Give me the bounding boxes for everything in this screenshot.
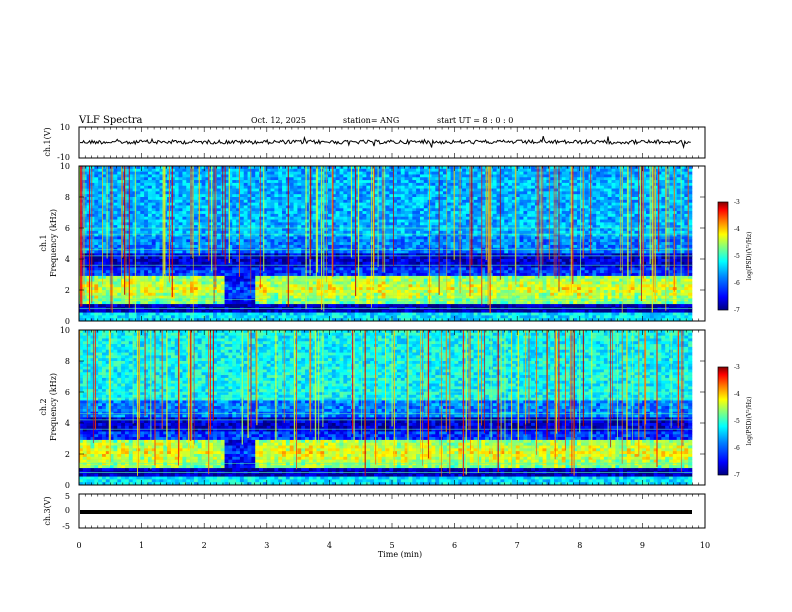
ytick-label: 2: [65, 450, 70, 459]
ytick-label: 0: [65, 317, 70, 326]
xtick-label: 5: [389, 541, 394, 550]
xtick-label: 9: [640, 541, 645, 550]
ytick-label: 6: [65, 224, 70, 233]
ch2-colorbar: -3 -4 -5 -6 -7 log(PSD)(V²/Hz): [717, 364, 753, 479]
figure-title: VLF Spectra: [78, 115, 143, 126]
ch1-waveform-line: [79, 135, 691, 150]
x-axis-label: Time (min): [378, 550, 422, 559]
ch1-waveform-panel: 10 -10 ch.1(V): [43, 123, 706, 162]
ch2-spectrogram-image: [79, 330, 693, 486]
ch3-ytick-mid: 0: [65, 506, 70, 515]
colorbar-tick-label: -6: [734, 445, 740, 452]
xtick-label: 3: [264, 541, 269, 550]
ch3-waveform-panel: 5 0 -5 ch.3(V): [43, 492, 706, 531]
ytick-label: 8: [65, 357, 70, 366]
ch1-spec-ylabel-frequency: Frequency (kHz): [49, 209, 58, 277]
ch3-ylabel: ch.3(V): [43, 496, 52, 525]
ytick-label: 10: [60, 326, 70, 335]
ch1-ytick-top: 10: [60, 123, 70, 132]
ch1-spec-ylabel-channel: ch.1: [39, 234, 48, 251]
ytick-label: 4: [65, 255, 70, 264]
colorbar-tick-label: -4: [734, 226, 740, 233]
colorbar-tick-label: -3: [734, 199, 740, 206]
xtick-label: 8: [577, 541, 582, 550]
colorbar-tick-label: -7: [734, 472, 740, 479]
colorbar-tick-label: -5: [734, 418, 740, 425]
ch1-ytick-bottom: -10: [57, 153, 70, 162]
colorbar-tick-label: -3: [734, 364, 740, 371]
xtick-label: 7: [515, 541, 520, 550]
ytick-label: 8: [65, 193, 70, 202]
ytick-label: 0: [65, 481, 70, 490]
xtick-label: 1: [139, 541, 144, 550]
xtick-label: 2: [202, 541, 207, 550]
date-label: Oct. 12, 2025: [251, 116, 306, 125]
xtick-label: 10: [700, 541, 710, 550]
ytick-label: 10: [60, 162, 70, 171]
ch1-colorbar-label: log(PSD)(V²/Hz): [746, 232, 753, 281]
ch2-spec-ylabel-channel: ch.2: [39, 398, 48, 415]
ch2-colorbar-label: log(PSD)(V²/Hz): [746, 397, 753, 446]
colorbar-tick-label: -4: [734, 391, 740, 398]
colorbar-tick-label: -7: [734, 307, 740, 314]
ch1-colorbar: -3 -4 -5 -6 -7 log(PSD)(V²/Hz): [717, 199, 753, 314]
ch1-ylabel: ch.1(V): [43, 127, 52, 156]
ch1-spectrogram-image: [78, 166, 693, 322]
ch1-spectrogram-panel: 0 2 4 6 8 10 ch.1 Frequency (kHz): [39, 162, 706, 326]
ytick-label: 2: [65, 286, 70, 295]
ch2-spectrogram-panel: 0 2 4 6 8 10 ch.2 Frequency (kHz): [39, 326, 706, 490]
ch2-spec-ylabel-frequency: Frequency (kHz): [49, 373, 58, 441]
start-ut-label: start UT = 8 : 0 : 0: [437, 116, 513, 125]
colorbar-tick-label: -6: [734, 280, 740, 287]
ytick-label: 6: [65, 388, 70, 397]
xtick-label: 4: [327, 541, 332, 550]
ch3-ytick-bottom: -5: [62, 522, 70, 531]
ch3-waveform-line: [80, 510, 692, 514]
x-axis-tick-labels: 0 1 2 3 4 5 6 7 8 9 10: [76, 541, 710, 550]
xtick-label: 6: [452, 541, 457, 550]
colorbar-tick-label: -5: [734, 253, 740, 260]
station-label: station= ANG: [343, 116, 399, 125]
xtick-label: 0: [76, 541, 81, 550]
ch3-ytick-top: 5: [65, 492, 70, 501]
ytick-label: 4: [65, 419, 70, 428]
